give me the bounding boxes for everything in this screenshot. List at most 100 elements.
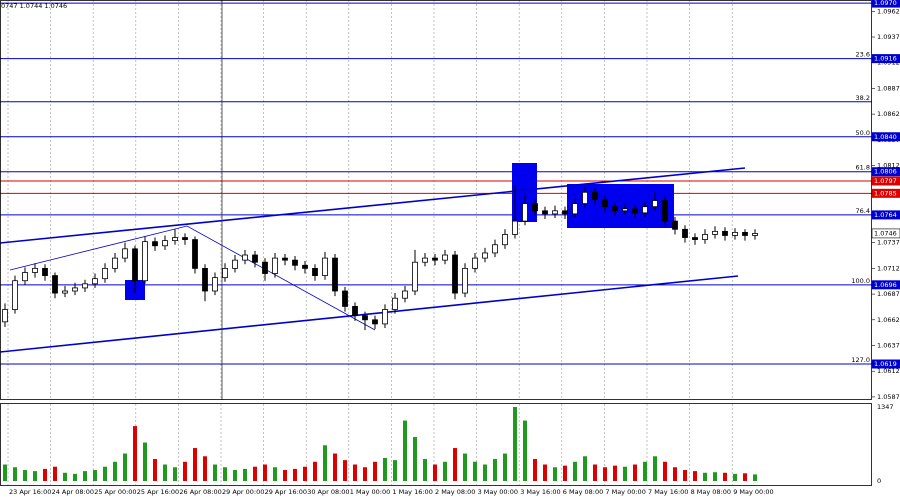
candle-body bbox=[472, 257, 478, 269]
candle-body bbox=[322, 257, 328, 276]
volume-bar bbox=[663, 461, 667, 481]
volume-bar bbox=[103, 466, 107, 481]
candle-body bbox=[702, 234, 708, 240]
candle-body bbox=[52, 275, 58, 294]
volume-bar bbox=[703, 472, 707, 481]
volume-bar bbox=[223, 467, 227, 481]
volume-bar bbox=[473, 461, 477, 481]
candle-body bbox=[552, 210, 558, 215]
volume-bar bbox=[573, 461, 577, 481]
candle-body bbox=[632, 208, 638, 214]
volume-bar bbox=[13, 467, 17, 481]
level-price-label: 1.0619 bbox=[874, 360, 897, 368]
volume-bar bbox=[143, 442, 147, 481]
fib-label: 61.8 bbox=[856, 164, 870, 172]
zone-box bbox=[567, 184, 674, 228]
candle-body bbox=[672, 220, 678, 230]
x-tick-label: 1 May 16:00 bbox=[392, 488, 432, 496]
level-price-box bbox=[872, 54, 900, 64]
volume-bar bbox=[183, 461, 187, 481]
volume-bar bbox=[343, 460, 347, 481]
x-tick-label: 7 May 00:00 bbox=[605, 488, 645, 496]
candle-body bbox=[482, 252, 488, 259]
candle-body bbox=[372, 319, 378, 325]
volume-bar bbox=[203, 456, 207, 481]
x-tick-label: 24 Apr 08:00 bbox=[52, 488, 94, 496]
candle-body bbox=[212, 277, 218, 292]
fib-label: 23.6 bbox=[856, 51, 870, 59]
candle-body bbox=[62, 290, 68, 294]
volume-bar bbox=[733, 473, 737, 481]
volume-bar bbox=[683, 470, 687, 481]
candle-body bbox=[92, 278, 98, 285]
level-price-label: 1.0797 bbox=[874, 177, 897, 185]
volume-bar bbox=[283, 470, 287, 481]
volume-bar bbox=[63, 472, 67, 481]
level-price-box bbox=[872, 176, 900, 186]
x-tick-label: 3 May 00:00 bbox=[478, 488, 518, 496]
volume-bar bbox=[643, 461, 647, 481]
volume-bar bbox=[113, 461, 117, 481]
volume-tick-label: 0 bbox=[877, 477, 881, 485]
volume-bar bbox=[363, 467, 367, 481]
y-tick-label: 1.0612 bbox=[877, 367, 900, 375]
candle-body bbox=[752, 233, 758, 236]
volume-bar bbox=[383, 457, 387, 481]
volume-bar bbox=[453, 448, 457, 481]
x-tick-label: 1 May 00:00 bbox=[350, 488, 390, 496]
volume-bar bbox=[193, 448, 197, 481]
volume-bar bbox=[83, 471, 87, 481]
candle-body bbox=[72, 287, 78, 292]
candle-body bbox=[312, 267, 318, 276]
x-tick-label: 8 May 08:00 bbox=[691, 488, 731, 496]
candle-body bbox=[642, 206, 648, 214]
volume-bar bbox=[123, 453, 127, 481]
candle-body bbox=[262, 261, 268, 274]
x-tick-label: 3 May 16:00 bbox=[520, 488, 560, 496]
y-tick-label: 1.0587 bbox=[877, 393, 900, 401]
candle-body bbox=[132, 248, 138, 282]
volume-bar bbox=[403, 420, 407, 481]
volume-bar bbox=[373, 461, 377, 481]
candle-body bbox=[542, 210, 548, 215]
candle-body bbox=[202, 267, 208, 292]
volume-bar bbox=[533, 459, 537, 481]
volume-bar bbox=[353, 464, 357, 481]
level-price-box bbox=[872, 167, 900, 177]
volume-bar bbox=[633, 464, 637, 481]
y-tick-label: 1.0737 bbox=[877, 239, 900, 247]
level-price-box bbox=[872, 132, 900, 142]
candle-body bbox=[12, 280, 18, 310]
candle-body bbox=[362, 315, 368, 321]
volume-bar bbox=[493, 459, 497, 481]
level-price-box bbox=[872, 210, 900, 220]
candle-body bbox=[452, 254, 458, 294]
volume-bar bbox=[723, 472, 727, 481]
header-text: 0747 1.0744 1.0746 bbox=[1, 2, 67, 10]
level-price-box bbox=[872, 0, 900, 8]
candle-body bbox=[272, 257, 278, 274]
last-price-label: 1.0746 bbox=[874, 229, 897, 237]
volume-bar bbox=[43, 468, 47, 481]
volume-bar bbox=[133, 426, 137, 481]
level-price-label: 1.0806 bbox=[874, 168, 897, 176]
volume-bar bbox=[423, 459, 427, 481]
candle-body bbox=[622, 208, 628, 212]
x-tick-label: 26 Apr 08:00 bbox=[179, 488, 221, 496]
volume-bar bbox=[553, 467, 557, 481]
frame bbox=[0, 0, 872, 486]
candle-body bbox=[292, 259, 298, 266]
candle-body bbox=[192, 239, 198, 269]
level-price-label: 1.0840 bbox=[874, 133, 897, 141]
volume-bar bbox=[33, 471, 37, 481]
candle-body bbox=[232, 259, 238, 269]
axis: 1.09621.09371.09121.08871.08621.08371.08… bbox=[9, 0, 900, 496]
last-price-box bbox=[871, 228, 900, 239]
candle-body bbox=[412, 261, 418, 292]
volume-bar bbox=[3, 464, 7, 481]
candle-body bbox=[442, 254, 448, 261]
candle-body bbox=[502, 234, 508, 246]
volume-bar bbox=[273, 467, 277, 481]
